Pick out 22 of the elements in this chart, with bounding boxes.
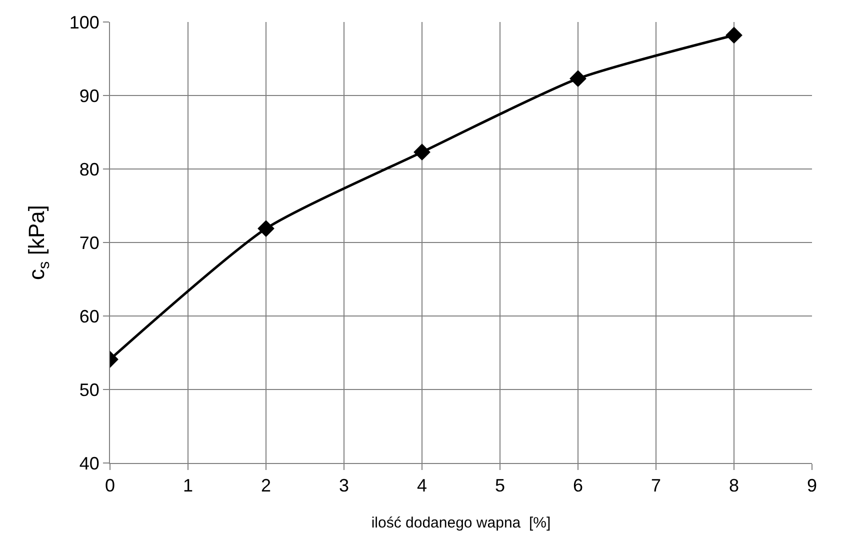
x-tick-label: 8: [728, 476, 740, 496]
x-tick-label: 2: [260, 476, 272, 496]
y-tick-label: 40: [79, 453, 100, 474]
x-tick-label: 4: [416, 476, 428, 496]
point: [570, 70, 586, 88]
y-tick-label: 70: [79, 232, 100, 253]
y-tick-label: 100: [69, 12, 100, 32]
x-tick-label: 1: [182, 476, 194, 496]
x-tick-label: 5: [494, 476, 506, 496]
y-tick-label: 80: [79, 159, 100, 180]
point: [726, 26, 742, 44]
x-tick-label: 7: [650, 476, 662, 496]
x-tick-label: 3: [338, 476, 350, 496]
point: [258, 220, 274, 237]
y-tick-label: 90: [79, 86, 100, 106]
x-axis-title: ilość dodanego wapna [%]: [371, 514, 551, 532]
y-tick-label: 60: [79, 306, 100, 326]
x-tick-label: 0: [104, 476, 116, 496]
point: [414, 144, 430, 161]
x-tick-label: 6: [572, 476, 584, 496]
y-tick-label: 50: [79, 380, 100, 400]
x-tick-label: 9: [806, 476, 818, 496]
